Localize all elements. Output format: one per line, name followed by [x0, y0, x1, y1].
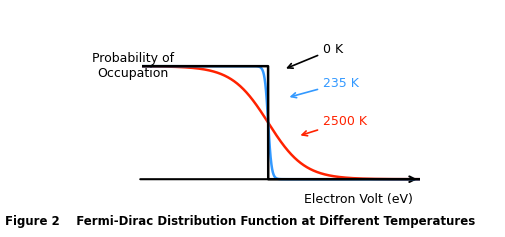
Text: 0 K: 0 K [287, 43, 342, 68]
Text: 2500 K: 2500 K [301, 115, 366, 136]
Text: 235 K: 235 K [291, 77, 358, 98]
Text: Figure 2    Fermi-Dirac Distribution Function at Different Temperatures: Figure 2 Fermi-Dirac Distribution Functi… [5, 214, 474, 228]
Text: Probability of
Occupation: Probability of Occupation [92, 52, 174, 80]
Text: Electron Volt (eV): Electron Volt (eV) [303, 193, 412, 206]
